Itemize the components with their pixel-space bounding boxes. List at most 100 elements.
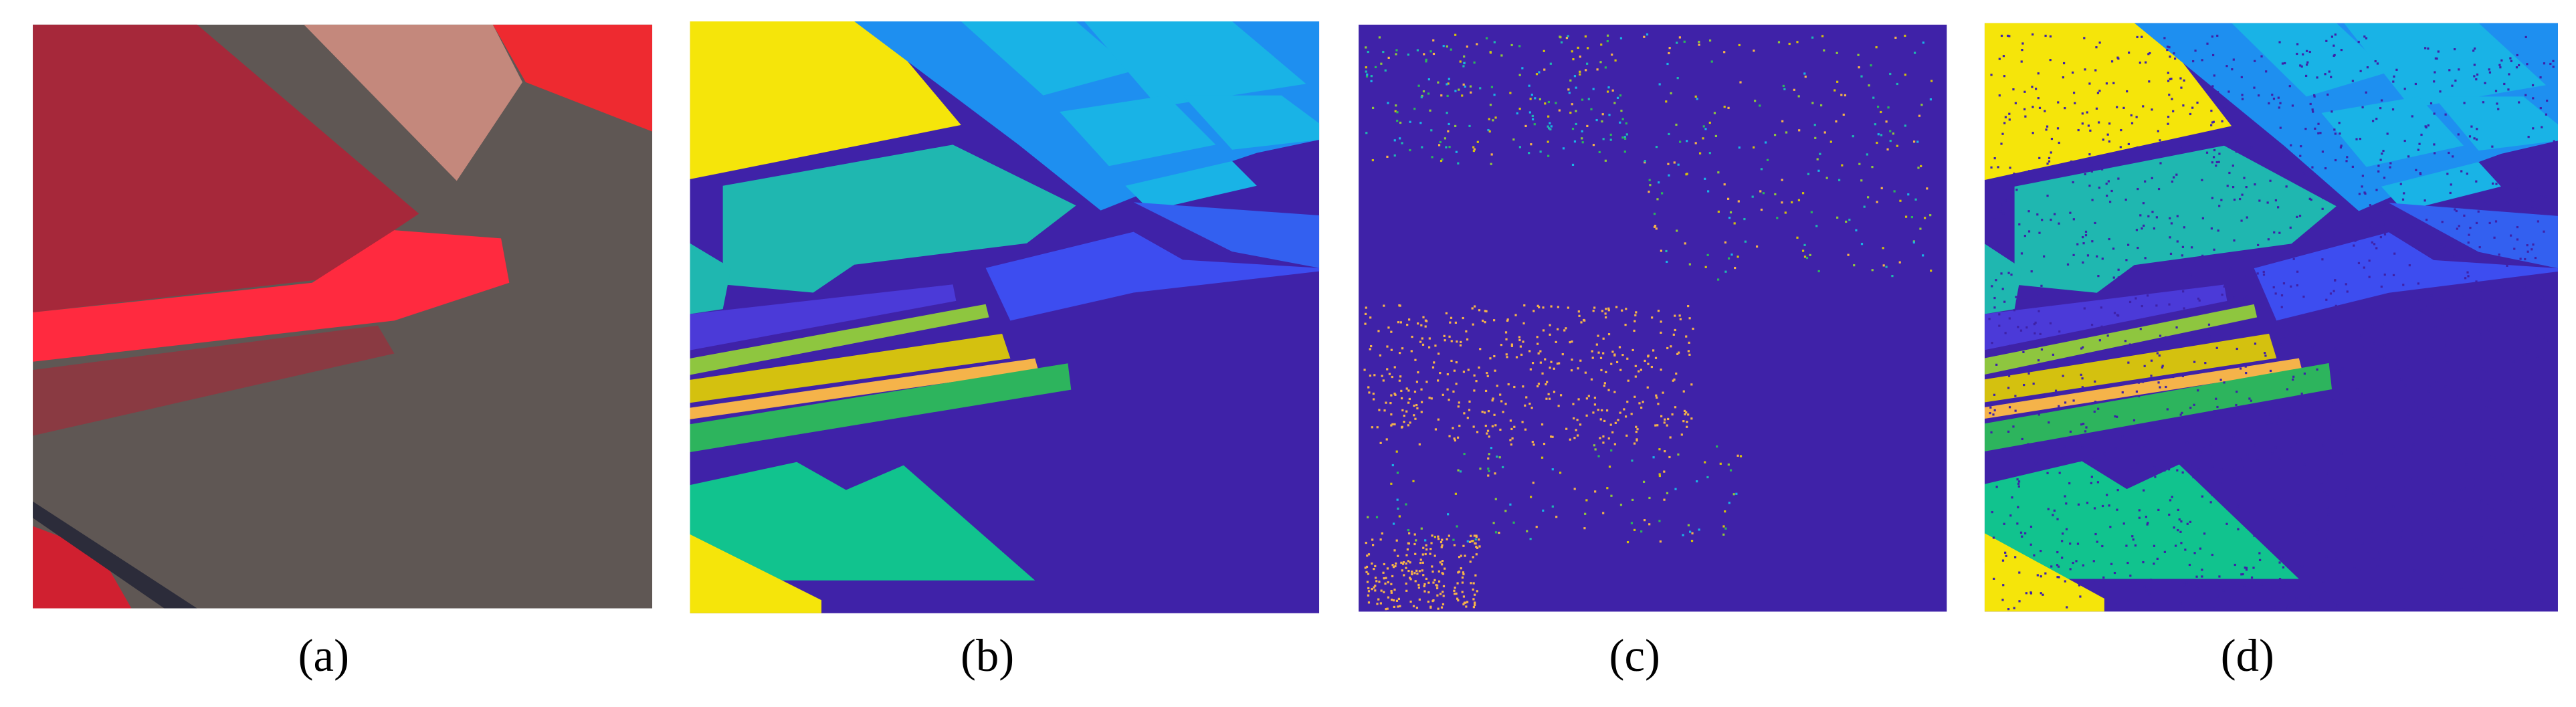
- pixel-sample: [2169, 252, 2173, 256]
- pixel-sample: [2062, 445, 2066, 448]
- pixel-sample: [1500, 400, 1503, 403]
- pixel-sample: [2482, 367, 2484, 371]
- pixel-sample: [2110, 189, 2113, 193]
- pixel-sample: [1823, 131, 1826, 134]
- pixel-sample: [1363, 369, 1366, 371]
- pixel-sample: [1462, 573, 1465, 576]
- pixel-sample: [2539, 211, 2541, 214]
- pixel-sample: [1366, 73, 1369, 76]
- pixel-sample: [1514, 314, 1517, 316]
- pixel-sample: [1432, 52, 1435, 56]
- pixel-sample: [2153, 227, 2156, 230]
- pixel-sample: [2150, 359, 2153, 362]
- pixel-sample: [1367, 516, 1369, 518]
- pixel-sample: [2497, 411, 2500, 413]
- pixel-sample: [2127, 243, 2130, 246]
- pixel-sample: [2143, 224, 2145, 227]
- pixel-sample: [1558, 109, 1561, 112]
- pixel-sample: [1419, 340, 1422, 343]
- pixel-sample: [1677, 163, 1680, 166]
- pixel-sample: [2445, 593, 2448, 596]
- pixel-sample: [1813, 124, 1816, 126]
- pixel-sample: [1666, 346, 1669, 350]
- pixel-sample: [1403, 574, 1405, 577]
- pixel-sample: [1876, 201, 1878, 203]
- pixel-sample: [2473, 137, 2476, 140]
- pixel-sample: [1807, 173, 1810, 175]
- pixel-sample: [2274, 199, 2278, 202]
- pixel-sample: [2126, 293, 2129, 296]
- pixel-sample: [1696, 98, 1698, 100]
- pixel-sample: [1393, 549, 1396, 552]
- pixel-sample: [1835, 120, 1838, 123]
- pixel-sample: [1489, 357, 1492, 360]
- pixel-sample: [2383, 356, 2386, 359]
- pixel-sample: [2547, 367, 2549, 369]
- pixel-sample: [2280, 343, 2282, 346]
- pixel-sample: [2351, 165, 2354, 168]
- pixel-sample: [2023, 383, 2025, 387]
- pixel-sample: [2351, 80, 2354, 82]
- pixel-sample: [1484, 424, 1487, 427]
- pixel-sample: [2117, 268, 2120, 271]
- pixel-sample: [2475, 221, 2478, 225]
- pixel-sample: [2062, 62, 2066, 65]
- pixel-sample: [2048, 160, 2051, 163]
- pixel-sample: [2480, 536, 2483, 539]
- pixel-sample: [2328, 70, 2331, 73]
- pixel-sample: [1407, 529, 1409, 532]
- pixel-sample: [2135, 229, 2138, 231]
- pixel-sample: [1473, 148, 1476, 150]
- pixel-sample: [1542, 329, 1545, 332]
- pixel-sample: [1393, 589, 1396, 591]
- pixel-sample: [2212, 120, 2215, 123]
- pixel-sample: [1685, 335, 1688, 338]
- pixel-sample: [2267, 238, 2270, 241]
- pixel-sample: [1916, 140, 1919, 143]
- pixel-sample: [2375, 415, 2377, 417]
- pixel-sample: [2397, 369, 2400, 372]
- pixel-sample: [2403, 608, 2405, 611]
- pixel-sample: [2423, 292, 2425, 295]
- pixel-sample: [1877, 133, 1880, 136]
- pixel-sample: [2193, 361, 2196, 363]
- pixel-sample: [2530, 167, 2533, 171]
- pixel-sample: [1801, 249, 1805, 252]
- pixel-sample: [1638, 402, 1641, 405]
- pixel-sample: [2038, 106, 2042, 109]
- pixel-sample: [2266, 201, 2269, 204]
- pixel-sample: [2440, 577, 2443, 580]
- pixel-sample: [2417, 148, 2419, 151]
- pixel-sample: [2076, 243, 2079, 245]
- pixel-sample: [1429, 606, 1432, 609]
- pixel-sample: [1549, 324, 1551, 326]
- pixel-sample: [2010, 181, 2013, 183]
- pixel-sample: [2407, 365, 2409, 369]
- pixel-sample: [2058, 141, 2060, 144]
- pixel-sample: [2531, 199, 2534, 202]
- pixel-sample: [1531, 441, 1534, 443]
- pixel-sample: [1930, 270, 1933, 272]
- pixel-sample: [2507, 88, 2510, 91]
- pixel-sample: [2534, 551, 2537, 554]
- pixel-sample: [1991, 285, 1993, 288]
- pixel-sample: [1858, 163, 1861, 165]
- pixel-sample: [1581, 130, 1583, 132]
- pixel-sample: [1688, 263, 1691, 266]
- pixel-sample: [2087, 124, 2090, 127]
- pixel-sample: [2328, 437, 2331, 440]
- pixel-sample: [2309, 595, 2312, 599]
- pixel-sample: [2204, 362, 2207, 365]
- pixel-sample: [2286, 498, 2288, 500]
- pixel-sample: [1852, 135, 1854, 138]
- pixel-sample: [1685, 411, 1688, 414]
- pixel-sample: [2199, 451, 2202, 454]
- pixel-sample: [2522, 307, 2526, 310]
- pixel-sample: [2472, 554, 2474, 557]
- pixel-sample: [1836, 80, 1839, 83]
- pixel-sample: [1500, 54, 1503, 57]
- pixel-sample: [2213, 248, 2215, 251]
- pixel-sample: [2497, 441, 2500, 444]
- pixel-sample: [1379, 602, 1382, 605]
- pixel-sample: [2097, 275, 2100, 278]
